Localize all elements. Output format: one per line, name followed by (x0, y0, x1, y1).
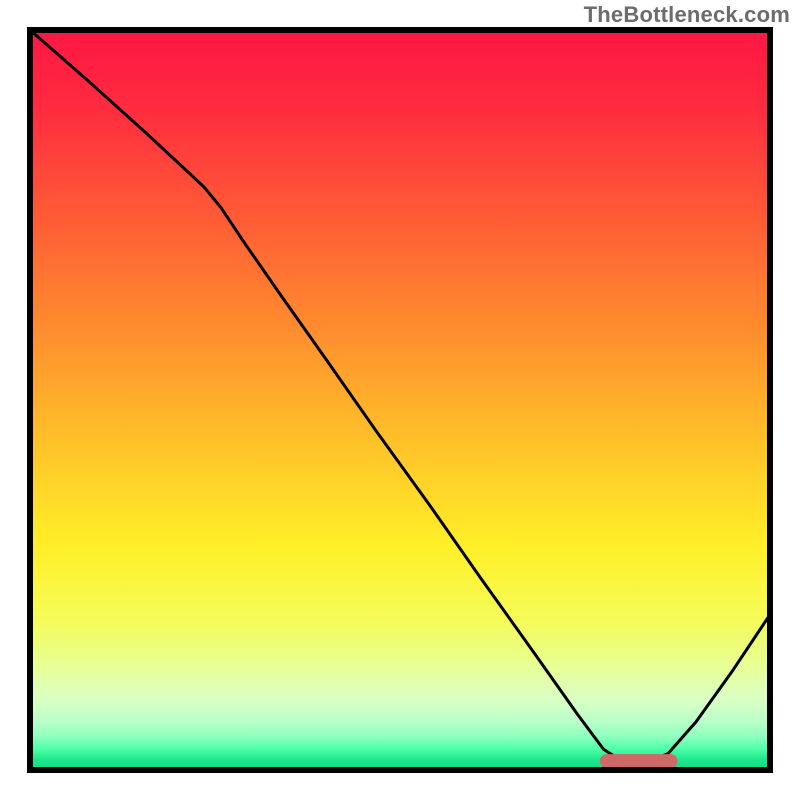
watermark-text: TheBottleneck.com (584, 2, 790, 28)
bottleneck-chart (0, 0, 800, 800)
chart-stage: TheBottleneck.com (0, 0, 800, 800)
sweet-spot-marker (600, 754, 678, 768)
gradient-background (30, 30, 770, 770)
